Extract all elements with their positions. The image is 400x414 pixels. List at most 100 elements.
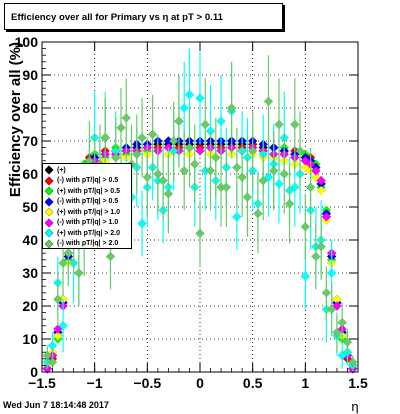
legend-marker: [45, 176, 54, 186]
data-point: [53, 330, 63, 341]
data-point: [321, 288, 332, 298]
data-point: [158, 175, 168, 186]
data-point: [200, 119, 211, 130]
data-point: [347, 357, 358, 367]
data-point: [337, 317, 347, 328]
data-point: [300, 222, 311, 232]
y-tick-label: 90: [22, 67, 38, 83]
data-point: [274, 119, 284, 130]
legend-label: (+) with pT/|q| > 0.5: [57, 187, 121, 195]
data-point: [263, 96, 274, 107]
data-point: [247, 146, 258, 156]
data-point: [295, 146, 305, 156]
data-point: [116, 123, 126, 133]
y-tick-label: 30: [22, 265, 38, 281]
legend-entry: (-) with pT/|q| > 2.0: [45, 239, 131, 250]
data-point: [179, 165, 189, 176]
data-point: [189, 159, 200, 169]
legend-entry: (-) with pT/|q| > 0.5: [45, 176, 131, 187]
data-point: [242, 192, 253, 202]
data-point: [237, 172, 247, 183]
y-tick-label: 50: [22, 199, 38, 215]
data-point: [211, 152, 221, 163]
x-tick-label: 0: [196, 375, 204, 391]
data-point: [195, 146, 205, 156]
data-point: [137, 132, 147, 143]
data-point: [290, 182, 300, 192]
legend-marker: [45, 165, 54, 175]
data-point: [311, 165, 321, 176]
legend-marker: [45, 197, 54, 207]
legend-entry: (+): [45, 165, 131, 176]
date-stamp: Wed Jun 7 18:14:48 2017: [3, 400, 109, 410]
data-point: [63, 248, 74, 258]
data-point: [153, 169, 163, 179]
legend-entry: (+) with pT/|q| > 1.0: [45, 207, 131, 218]
x-tick-label: 1: [301, 375, 309, 391]
y-tick-label: 80: [22, 100, 38, 116]
data-point: [132, 149, 142, 159]
legend-marker: [45, 207, 54, 217]
data-point: [42, 350, 53, 361]
data-point: [316, 175, 326, 186]
legend-marker: [45, 218, 54, 228]
legend-label: (-) with pT/|q| > 1.0: [57, 219, 119, 227]
data-point: [105, 251, 116, 262]
legend-label: (-) with pT/|q| > 0.5: [57, 177, 119, 185]
data-point: [110, 152, 121, 163]
y-axis-label: Efficiency over all (%): [7, 42, 24, 197]
x-tick-label: −0.5: [134, 375, 162, 391]
legend-label: (-) with pT/|q| > 2.0: [57, 240, 119, 248]
data-point: [326, 304, 337, 315]
x-tick-label: 1.5: [348, 375, 368, 391]
data-point: [305, 182, 316, 192]
legend-entry: (-) with pT/|q| > 0.5: [45, 197, 131, 208]
y-tick-label: 20: [22, 298, 38, 314]
data-point: [195, 228, 205, 239]
data-point: [258, 175, 268, 186]
data-point: [184, 90, 195, 100]
data-point: [147, 129, 158, 140]
data-point: [300, 271, 311, 282]
data-point: [58, 321, 68, 331]
data-point: [268, 165, 279, 176]
y-tick-label: 100: [15, 34, 39, 50]
legend-marker: [45, 186, 54, 196]
data-point: [279, 169, 290, 179]
data-point: [74, 268, 84, 278]
legend-marker: [45, 228, 54, 238]
data-point: [311, 172, 321, 183]
data-point: [47, 340, 58, 351]
legend-entry: (-) with pT/|q| > 1.0: [45, 218, 131, 229]
chart-title: Efficiency over all for Primary vs η at …: [4, 3, 283, 30]
data-point: [311, 251, 321, 262]
data-point: [100, 132, 110, 143]
y-tick-label: 0: [30, 364, 38, 380]
data-point: [253, 208, 263, 219]
data-point: [226, 103, 237, 113]
legend-label: (+) with pT/|q| > 1.0: [57, 208, 121, 216]
data-point: [195, 93, 205, 103]
data-point: [342, 337, 353, 348]
data-point: [332, 327, 342, 338]
data-point: [184, 142, 195, 153]
data-point: [321, 212, 332, 222]
data-point: [168, 136, 179, 146]
legend-label: (+) with pT/|q| > 2.0: [57, 229, 121, 237]
legend-label: (+): [57, 166, 66, 174]
data-point: [232, 212, 242, 222]
y-tick-label: 40: [22, 232, 38, 248]
data-point: [290, 119, 300, 130]
data-point: [326, 268, 337, 278]
x-tick-label: −1: [87, 375, 103, 391]
data-point: [221, 182, 232, 192]
x-axis-label: η: [351, 399, 358, 414]
data-point: [332, 301, 342, 311]
legend-entry: (+) with pT/|q| > 2.0: [45, 228, 131, 239]
data-point: [58, 258, 68, 268]
y-tick-label: 10: [22, 331, 38, 347]
legend-entry: (+) with pT/|q| > 0.5: [45, 186, 131, 197]
data-point: [284, 198, 295, 209]
data-point: [316, 185, 326, 196]
data-point: [163, 189, 174, 199]
